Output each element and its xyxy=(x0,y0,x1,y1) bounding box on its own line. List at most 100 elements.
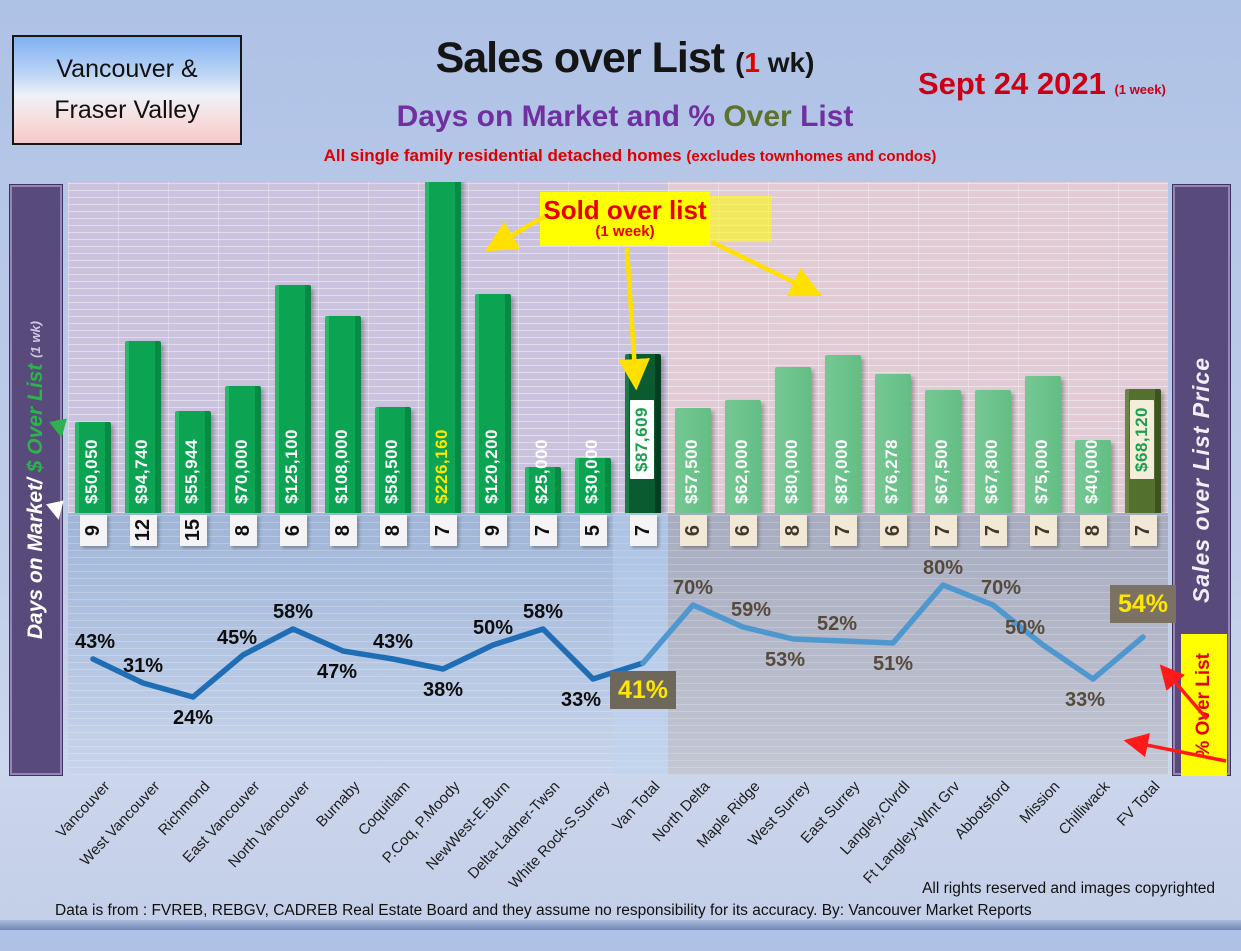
bar-Burnaby xyxy=(325,316,361,513)
days-on-market-Langley,Clvrdl: 6 xyxy=(880,515,907,546)
pct-label: 47% xyxy=(316,661,358,683)
bars-layer: $50,050 $94,740 $55,944 $70,000 $125,100 $108… xyxy=(68,182,1168,513)
bar-value-label: $87,609 xyxy=(630,400,654,479)
bar-Chilliwack xyxy=(1075,440,1111,513)
bar-value-label: $125,100 xyxy=(282,429,301,504)
bottom-frame-strip xyxy=(0,920,1241,930)
days-on-market-Van Total: 7 xyxy=(630,515,657,546)
bar-value-label: $58,500 xyxy=(382,439,401,504)
days-on-market-Mission: 7 xyxy=(1030,515,1057,546)
pct-labels-layer: 43% 31% 24% 45% 58% 47% 43% 38% 50% 58% 33% 41% 70% 5… xyxy=(68,513,1176,775)
pct-label: 43% xyxy=(372,631,414,653)
pct-total-badge: 54% xyxy=(1110,585,1176,623)
bar-value-label: $30,000 xyxy=(582,439,601,504)
right-axis-label: Sales over List Price xyxy=(1188,356,1214,603)
title-week-number: 1 xyxy=(744,47,760,78)
bar-value-label: $40,000 xyxy=(1082,439,1101,504)
bar-Vancouver xyxy=(75,422,111,513)
bar-North Delta xyxy=(675,408,711,513)
days-on-market-FV Total: 7 xyxy=(1130,515,1157,546)
bar-White Rock-S.Surrey xyxy=(575,458,611,513)
days-on-market-Chilliwack: 8 xyxy=(1080,515,1107,546)
days-on-market-NewWest-E.Burn: 9 xyxy=(480,515,507,546)
bar-value-label: $50,050 xyxy=(82,439,101,504)
bar-Langley,Clvrdl xyxy=(875,374,911,513)
days-on-market-Ft Langley-Wlnt Grv: 7 xyxy=(930,515,957,546)
bar-NewWest-E.Burn xyxy=(475,294,511,513)
days-on-market-Maple Ridge: 6 xyxy=(730,515,757,546)
bar-value-label: $87,000 xyxy=(832,439,851,504)
title-main: Sales over List xyxy=(435,34,736,82)
bar-North Vancouver xyxy=(275,285,311,513)
days-on-market-East Surrey: 7 xyxy=(830,515,857,546)
pct-label: 33% xyxy=(1064,689,1106,711)
pct-label: 51% xyxy=(872,653,914,675)
bar-value-label: $25,000 xyxy=(532,439,551,504)
days-on-market-row: 9 12 15 8 6 8 8 7 9 7 5 7 6 6 8 7 6 7 7 7 8 7 xyxy=(68,515,1168,549)
days-on-market-Delta-Ladner-Twsn: 7 xyxy=(530,515,557,546)
pct-label: 45% xyxy=(216,627,258,649)
subtitle: Days on Market and % Over List xyxy=(396,100,854,133)
pct-label: 53% xyxy=(764,649,806,671)
days-on-market-Burnaby: 8 xyxy=(330,515,357,546)
bar-Ft Langley-Wlnt Grv xyxy=(925,390,961,513)
bar-value-label: $57,500 xyxy=(682,439,701,504)
days-on-market-Richmond: 15 xyxy=(180,515,207,546)
bar-value-label: $80,000 xyxy=(782,439,801,504)
days-on-market-West Vancouver: 12 xyxy=(130,515,157,546)
bar-value-label: $55,944 xyxy=(182,439,201,504)
pct-total-badge: 41% xyxy=(610,671,676,709)
bar-Abbotsford xyxy=(975,390,1011,513)
days-on-market-P.Coq, P.Moody: 7 xyxy=(430,515,457,546)
pct-label: 50% xyxy=(472,617,514,639)
rights-text: All rights reserved and images copyright… xyxy=(922,880,1215,897)
pct-label: 38% xyxy=(422,679,464,701)
bar-Maple Ridge xyxy=(725,400,761,513)
bar-value-label: $62,000 xyxy=(732,439,751,504)
bar-Delta-Ladner-Twsn xyxy=(525,467,561,513)
pct-label: 80% xyxy=(922,557,964,579)
bar-Richmond xyxy=(175,411,211,513)
pct-label: 59% xyxy=(730,599,772,621)
pct-over-list-callout: % Over List xyxy=(1181,634,1227,776)
days-on-market-East Vancouver: 8 xyxy=(230,515,257,546)
days-on-market-Coquitlam: 8 xyxy=(380,515,407,546)
sold-over-list-callout: Sold over list (1 week) xyxy=(540,192,710,246)
line-background-fraservalley xyxy=(668,513,1168,775)
region-line2: Fraser Valley xyxy=(54,96,200,124)
pct-label: 58% xyxy=(522,601,564,623)
days-on-market-White Rock-S.Surrey: 5 xyxy=(580,515,607,546)
pct-line-vancouver xyxy=(90,626,646,700)
left-axis-label: Days on Market/ $ Over List (1 wk) xyxy=(24,320,47,640)
days-on-market-Abbotsford: 7 xyxy=(980,515,1007,546)
pct-label: 50% xyxy=(1004,617,1046,639)
sold-over-list-callout-extension xyxy=(710,196,772,242)
report-date: Sept 24 2021 (1 week) xyxy=(918,66,1166,101)
tagline: All single family residential detached h… xyxy=(323,146,937,165)
bar-value-label: $76,278 xyxy=(882,439,901,504)
region-line1: Vancouver & xyxy=(56,54,198,83)
bar-value-label: $108,000 xyxy=(332,429,351,504)
days-on-market-West Surrey: 8 xyxy=(780,515,807,546)
bar-West Surrey xyxy=(775,367,811,513)
bar-value-label: $68,120 xyxy=(1130,400,1154,479)
bar-value-label: $226,160 xyxy=(432,429,451,504)
pct-label: 24% xyxy=(172,707,214,729)
bar-P.Coq, P.Moody xyxy=(425,182,461,513)
bar-value-label: $67,800 xyxy=(982,439,1001,504)
bar-West Vancouver xyxy=(125,341,161,513)
bar-value-label: $120,200 xyxy=(482,429,501,504)
pct-label: 33% xyxy=(560,689,602,711)
bar-East Surrey xyxy=(825,355,861,513)
days-on-market-North Vancouver: 6 xyxy=(280,515,307,546)
pct-label: 58% xyxy=(272,601,314,623)
pct-line-fraservalley xyxy=(640,582,1146,682)
page-title: Sales over List (1 wk) xyxy=(435,34,815,82)
pct-over-list-line xyxy=(90,582,1146,700)
pct-label: 70% xyxy=(672,577,714,599)
days-on-market-North Delta: 6 xyxy=(680,515,707,546)
bar-value-label: $70,000 xyxy=(232,439,251,504)
region-box: Vancouver & Fraser Valley xyxy=(12,35,242,145)
bar-value-label: $67,500 xyxy=(932,439,951,504)
disclaimer-text: Data is from : FVREB, REBGV, CADREB Real… xyxy=(55,902,1032,919)
